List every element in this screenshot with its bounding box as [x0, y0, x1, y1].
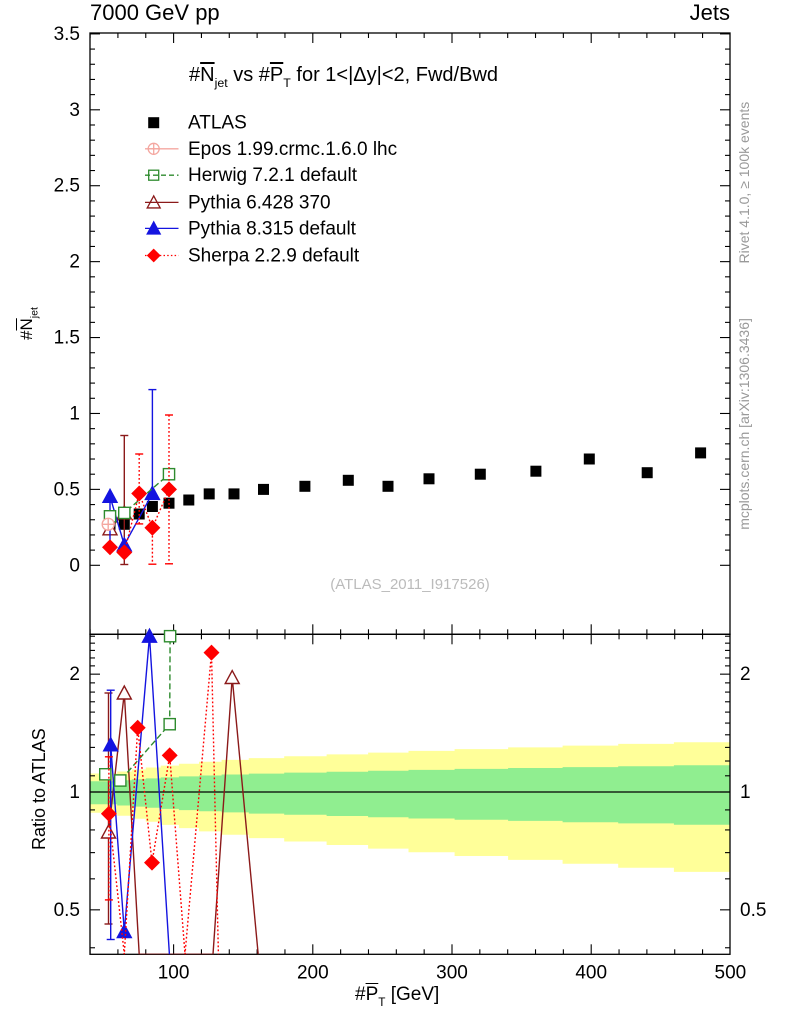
- svg-text:2.5: 2.5: [54, 176, 80, 197]
- svg-text:1: 1: [69, 782, 80, 803]
- svg-text:Herwig 7.2.1 default: Herwig 7.2.1 default: [188, 165, 358, 186]
- svg-text:Epos 1.99.crmc.1.6.0 lhc: Epos 1.99.crmc.1.6.0 lhc: [188, 139, 397, 160]
- svg-text:400: 400: [575, 962, 607, 983]
- svg-text:0.5: 0.5: [54, 900, 80, 921]
- svg-text:3: 3: [69, 100, 80, 121]
- svg-text:(ATLAS_2011_I917526): (ATLAS_2011_I917526): [330, 576, 490, 593]
- svg-text:Sherpa 2.2.9 default: Sherpa 2.2.9 default: [188, 246, 360, 267]
- svg-text:mcplots.cern.ch [arXiv:1306.34: mcplots.cern.ch [arXiv:1306.3436]: [736, 318, 752, 530]
- svg-text:Pythia 8.315 default: Pythia 8.315 default: [188, 218, 357, 239]
- svg-text:300: 300: [436, 962, 468, 983]
- svg-text:Jets: Jets: [690, 0, 730, 25]
- svg-text:7000 GeV pp: 7000 GeV pp: [90, 0, 220, 25]
- svg-text:100: 100: [158, 962, 190, 983]
- svg-text:0: 0: [69, 555, 80, 576]
- svg-text:ATLAS: ATLAS: [188, 113, 247, 134]
- svg-text:1: 1: [69, 404, 80, 425]
- svg-text:0.5: 0.5: [740, 900, 766, 921]
- svg-text:500: 500: [715, 962, 747, 983]
- svg-text:Pythia 6.428 370: Pythia 6.428 370: [188, 192, 331, 213]
- svg-text:3.5: 3.5: [54, 24, 80, 45]
- svg-text:2: 2: [740, 664, 751, 685]
- svg-text:1: 1: [740, 782, 751, 803]
- svg-text:200: 200: [297, 962, 329, 983]
- svg-text:2: 2: [69, 252, 80, 273]
- svg-text:1.5: 1.5: [54, 328, 80, 349]
- svg-text:0.5: 0.5: [54, 479, 80, 500]
- svg-text:Rivet 4.1.0, ≥ 100k events: Rivet 4.1.0, ≥ 100k events: [736, 102, 752, 264]
- svg-text:2: 2: [69, 664, 80, 685]
